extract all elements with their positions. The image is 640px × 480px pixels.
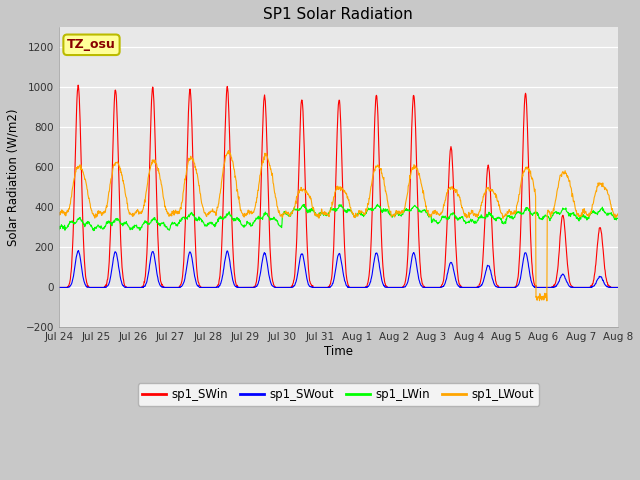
sp1_LWin (55, 227, 63, 233)
sp1_LWout (499, 211, 506, 216)
sp1_LWin (548, 214, 556, 220)
sp1_SWout (55, 285, 63, 290)
sp1_LWin (426, 214, 433, 219)
sp1_LWout (166, 212, 173, 218)
sp1_SWin (242, 285, 250, 290)
sp1_LWin (614, 216, 621, 221)
Title: SP1 Solar Radiation: SP1 Solar Radiation (264, 7, 413, 22)
sp1_SWin (180, 264, 188, 269)
sp1_SWin (548, 285, 556, 290)
sp1_SWin (55, 285, 63, 290)
sp1_SWin (499, 285, 506, 290)
sp1_LWout (179, 191, 187, 196)
sp1_LWin (499, 219, 506, 225)
sp1_LWin (180, 215, 188, 220)
sp1_LWout (242, 213, 250, 218)
sp1_LWin (374, 202, 381, 207)
sp1_SWout (75, 248, 83, 253)
sp1_SWin (614, 285, 621, 290)
Y-axis label: Solar Radiation (W/m2): Solar Radiation (W/m2) (7, 108, 20, 246)
Line: sp1_LWout: sp1_LWout (59, 150, 618, 301)
sp1_SWout (166, 285, 173, 290)
sp1_LWin (166, 226, 173, 232)
sp1_SWout (614, 285, 621, 290)
Text: TZ_osu: TZ_osu (67, 38, 116, 51)
sp1_SWout (180, 280, 188, 286)
sp1_LWin (90, 228, 97, 233)
X-axis label: Time: Time (324, 345, 353, 358)
sp1_LWin (242, 223, 250, 228)
sp1_LWout (548, 211, 556, 216)
sp1_SWin (74, 82, 82, 88)
Line: sp1_SWin: sp1_SWin (59, 85, 618, 288)
Line: sp1_LWin: sp1_LWin (59, 204, 618, 230)
sp1_LWout (426, 213, 433, 218)
sp1_SWin (426, 285, 433, 290)
Line: sp1_SWout: sp1_SWout (59, 251, 618, 288)
sp1_SWout (548, 285, 556, 290)
sp1_LWout (543, 298, 550, 304)
sp1_LWout (55, 213, 63, 218)
sp1_LWout (225, 147, 232, 153)
Legend: sp1_SWin, sp1_SWout, sp1_LWin, sp1_LWout: sp1_SWin, sp1_SWout, sp1_LWin, sp1_LWout (138, 383, 539, 406)
sp1_SWin (166, 285, 173, 290)
sp1_SWout (426, 285, 433, 290)
sp1_SWout (242, 285, 250, 290)
sp1_LWout (614, 211, 621, 217)
sp1_SWout (499, 285, 506, 290)
